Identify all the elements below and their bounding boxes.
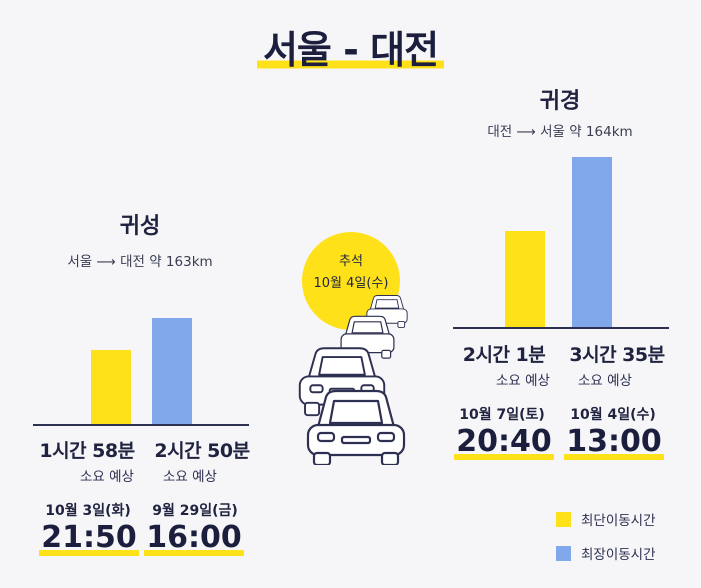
return-shortest-time: 20:40 <box>454 424 554 460</box>
return-shortest-date: 10월 7일(토) <box>459 407 545 423</box>
departure-shortest-date: 10월 3일(화) <box>45 503 131 519</box>
return-longest-duration: 3시간 35분 <box>569 344 665 366</box>
legend: 최단이동시간 최장이동시간 <box>556 509 656 563</box>
departure-longest-date: 9월 29일(금) <box>152 503 238 519</box>
return-route: 대전 ⟶ 서울 약 164km <box>487 124 633 140</box>
car-icon <box>306 389 406 465</box>
departure-shortest-bar <box>91 350 131 424</box>
return-longest-bar <box>572 156 612 327</box>
departure-title: 귀성 <box>119 214 161 239</box>
return-shortest-note: 소요 예상 <box>496 373 550 389</box>
return-shortest-bar <box>505 231 545 327</box>
return-longest-time: 13:00 <box>564 424 664 460</box>
traffic-cars-illustration <box>298 295 408 465</box>
legend-swatch-longest <box>556 545 571 561</box>
return-longest-date: 10월 4일(수) <box>570 407 656 423</box>
departure-route: 서울 ⟶ 대전 약 163km <box>67 254 213 270</box>
departure-longest-note: 소요 예상 <box>163 469 217 485</box>
departure-longest-duration: 2시간 50분 <box>154 440 250 462</box>
legend-label-longest: 최장이동시간 <box>581 547 656 563</box>
departure-longest-time-wrap: 16:00 <box>135 520 253 556</box>
return-shortest-time-wrap: 20:40 <box>445 424 563 460</box>
departure-shortest-note: 소요 예상 <box>80 469 134 485</box>
legend-swatch-shortest <box>556 511 571 527</box>
page-title-wrap: 서울 - 대전 <box>0 28 701 72</box>
holiday-label: 추석 <box>339 254 363 269</box>
departure-shortest-duration: 1시간 58분 <box>39 440 135 462</box>
return-shortest-duration: 2시간 1분 <box>462 344 546 366</box>
legend-item-longest: 최장이동시간 <box>556 543 656 563</box>
departure-longest-bar <box>152 317 192 424</box>
return-baseline <box>453 327 669 329</box>
return-longest-time-wrap: 13:00 <box>555 424 673 460</box>
departure-longest-time: 16:00 <box>144 520 244 556</box>
departure-baseline <box>33 424 249 426</box>
departure-shortest-time-wrap: 21:50 <box>30 520 148 556</box>
page-title: 서울 - 대전 <box>256 28 445 72</box>
return-longest-note: 소요 예상 <box>578 373 632 389</box>
holiday-date: 10월 4일(수) <box>313 276 389 291</box>
departure-shortest-time: 21:50 <box>39 520 139 556</box>
return-title: 귀경 <box>539 89 581 114</box>
legend-label-shortest: 최단이동시간 <box>581 513 656 529</box>
legend-item-shortest: 최단이동시간 <box>556 509 656 529</box>
